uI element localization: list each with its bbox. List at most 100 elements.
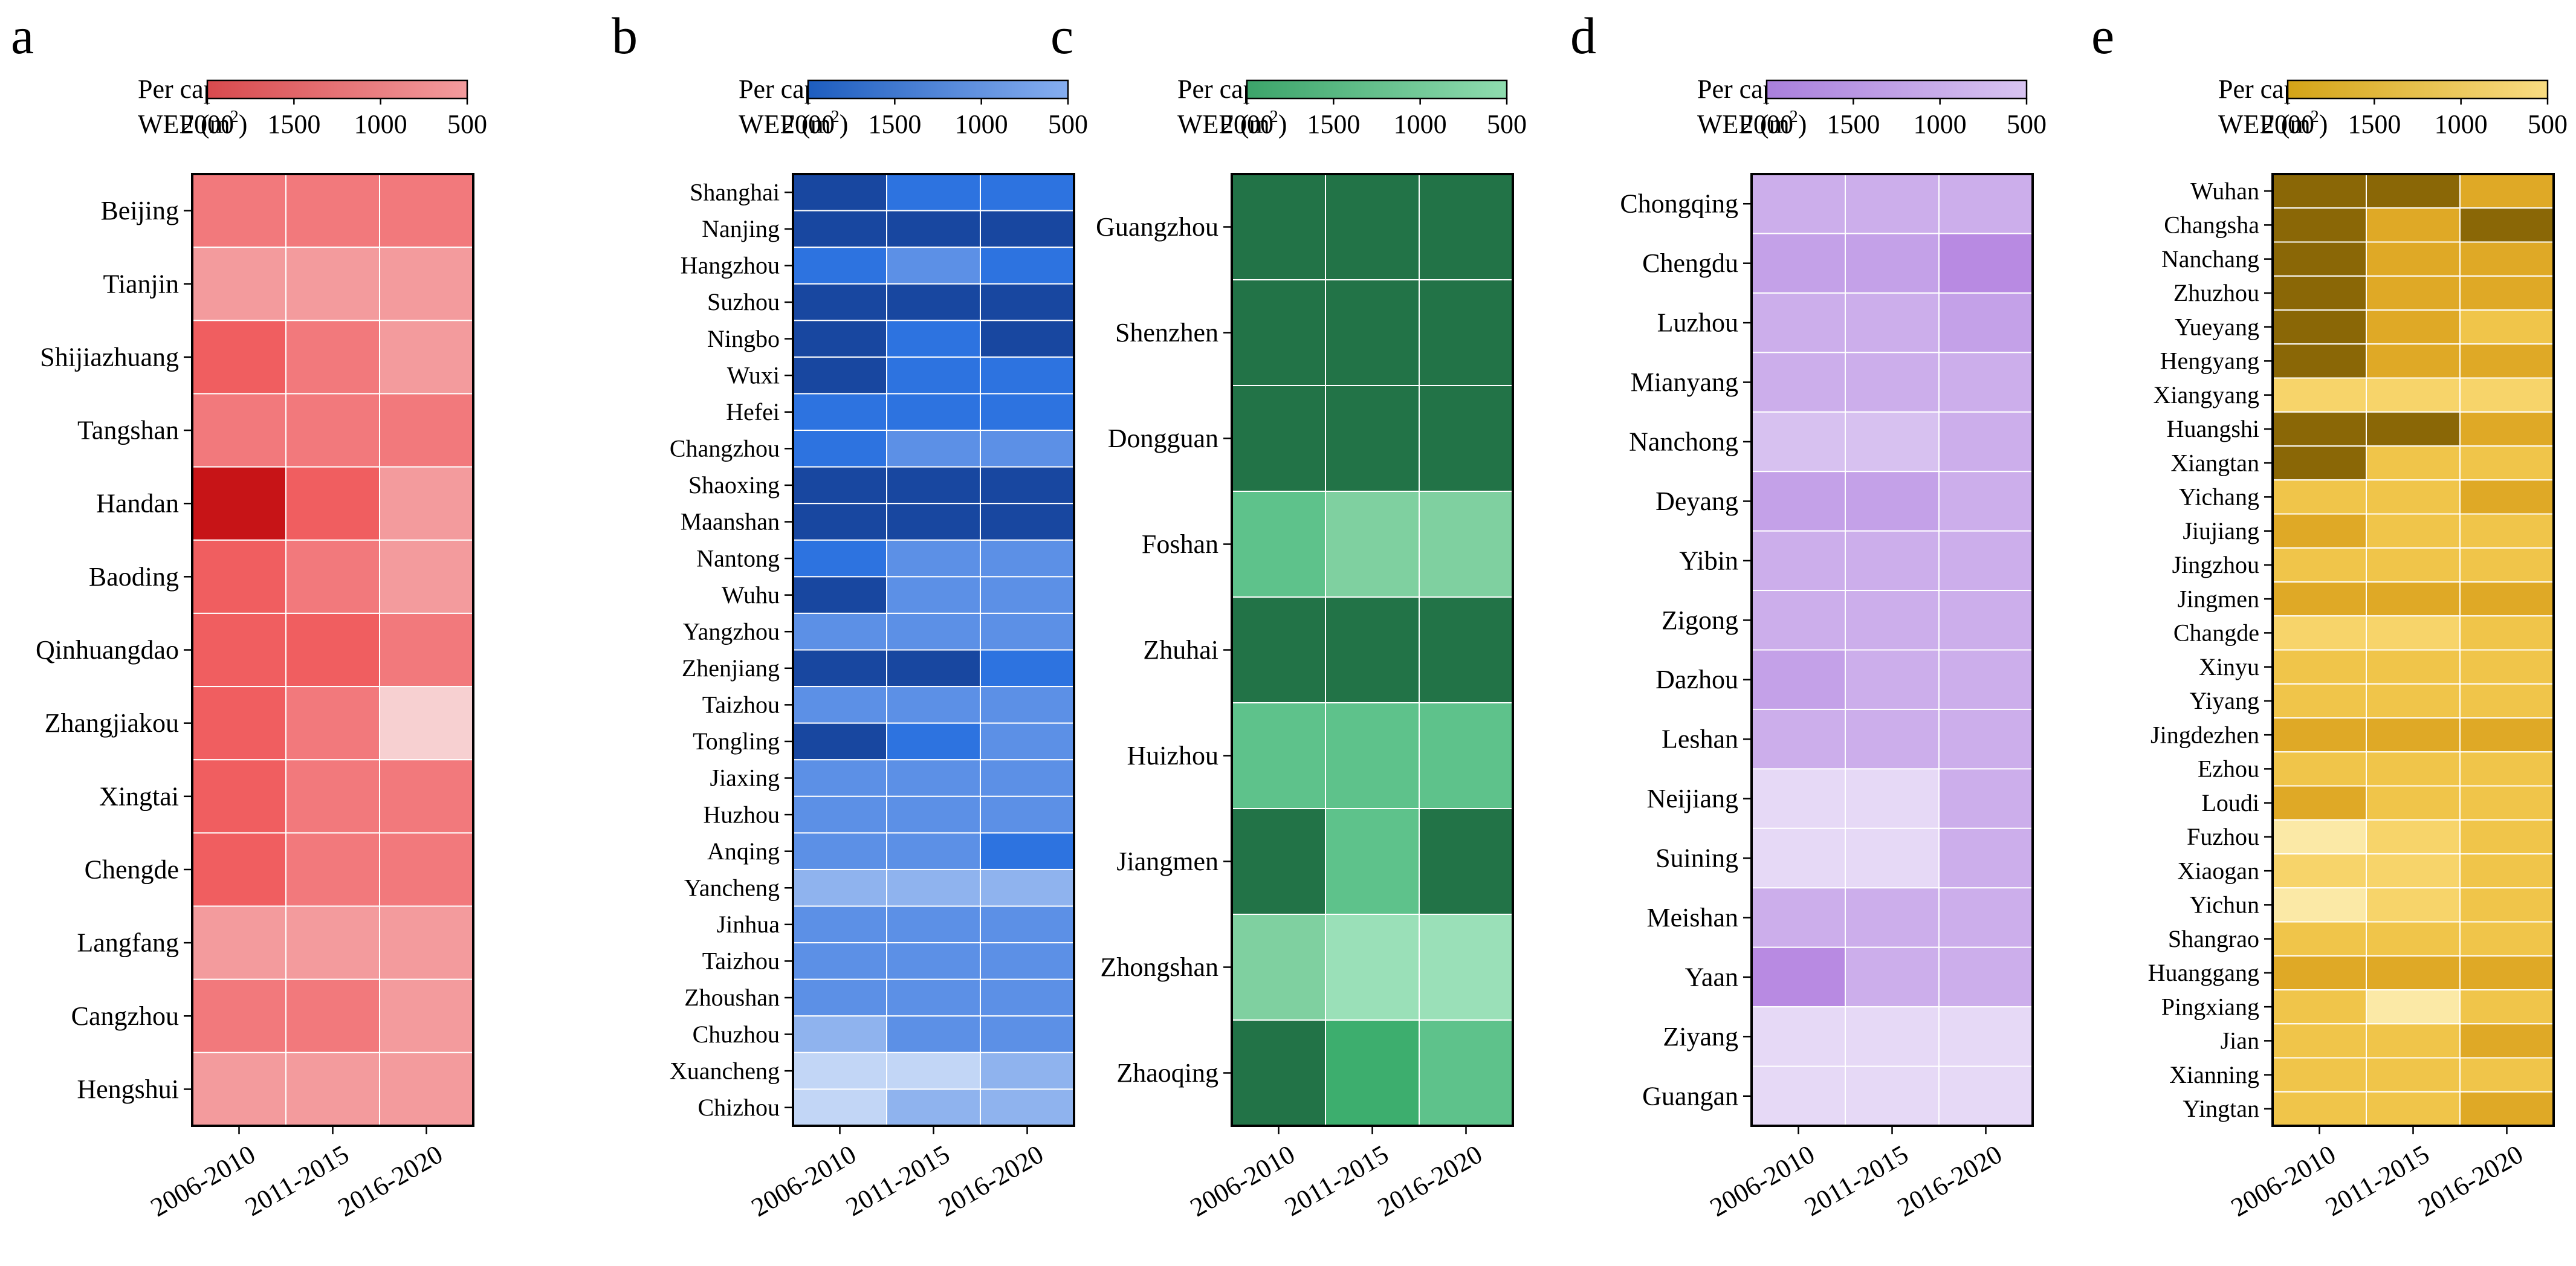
heatmap-cell xyxy=(2272,479,2367,515)
heatmap-cell xyxy=(1938,173,2033,234)
heatmap-cell xyxy=(792,393,887,431)
city-label: Mianyang xyxy=(1631,367,1738,397)
heatmap-cell xyxy=(379,539,474,614)
heatmap-cells xyxy=(792,173,1075,1127)
heatmap-cell xyxy=(2459,1057,2554,1093)
heatmap-cell xyxy=(192,832,286,907)
heatmap-cell xyxy=(1325,385,1420,492)
heatmap-cell xyxy=(2272,921,2367,957)
heatmap-cell xyxy=(2272,955,2367,990)
city-label: Hengshui xyxy=(77,1074,179,1104)
heatmap-cell xyxy=(792,686,887,724)
heatmap-cell xyxy=(792,210,887,248)
period-label: 2016-2020 xyxy=(2413,1139,2528,1222)
colorbar-tick-label: 1000 xyxy=(1394,109,1447,139)
city-label: Yibin xyxy=(1679,546,1738,575)
heatmap-cell xyxy=(2366,343,2461,379)
city-label: Changde xyxy=(2173,619,2259,647)
heatmap-cell xyxy=(792,356,887,395)
city-label: Luzhou xyxy=(1657,308,1738,338)
colorbar-tick-label: 2000 xyxy=(1740,109,1793,139)
heatmap-cell xyxy=(2272,887,2367,923)
heatmap-cell xyxy=(2459,377,2554,413)
city-label: Jinhua xyxy=(717,911,780,938)
heatmap-cell xyxy=(1325,279,1420,386)
city-label: Ningbo xyxy=(707,325,780,352)
city-label: Taizhou xyxy=(702,691,780,719)
heatmap-cell xyxy=(1751,1065,1846,1126)
heatmap-cell xyxy=(980,1015,1075,1053)
city-label: Guangan xyxy=(1642,1081,1738,1111)
city-label: Zhoushan xyxy=(684,984,780,1011)
heatmap-cell xyxy=(1845,292,1940,354)
heatmap-cell xyxy=(2459,1091,2554,1126)
heatmap-cell xyxy=(1938,887,2033,948)
city-label: Cangzhou xyxy=(71,1001,179,1031)
heatmap-cell xyxy=(980,393,1075,431)
heatmap-cell xyxy=(285,832,380,907)
heatmap-cells xyxy=(192,173,474,1127)
heatmap-cell xyxy=(2272,683,2367,719)
heatmap-cell xyxy=(2366,411,2461,447)
legend-title-line2: WEF (m2) xyxy=(739,108,848,139)
heatmap-cell xyxy=(886,649,981,688)
heatmap-cell xyxy=(1325,914,1420,1021)
heatmap-cell xyxy=(886,832,981,870)
heatmap-cell xyxy=(192,539,286,614)
heatmap-cell xyxy=(285,393,380,468)
city-label: Leshan xyxy=(1662,725,1738,754)
period-label: 2006-2010 xyxy=(146,1139,261,1222)
city-label: Shanghai xyxy=(690,178,780,205)
heatmap-cell xyxy=(2272,377,2367,413)
heatmap-cell xyxy=(379,393,474,468)
heatmap-cell xyxy=(2366,853,2461,889)
heatmap-cell xyxy=(379,686,474,761)
heatmap-cell xyxy=(1845,708,1940,770)
heatmap-cell xyxy=(1751,352,1846,413)
heatmap-cell xyxy=(1938,411,2033,473)
panel-label: e xyxy=(2091,7,2114,65)
heatmap-cell xyxy=(886,722,981,761)
heatmap-cell xyxy=(1231,279,1326,386)
heatmap-cell xyxy=(980,905,1075,944)
colorbar-tick-label: 1500 xyxy=(868,109,921,139)
heatmap-cell xyxy=(2366,207,2461,243)
city-label: Langfang xyxy=(77,928,179,958)
heatmap-cell xyxy=(886,868,981,907)
heatmap-cell xyxy=(792,832,887,870)
heatmap-cell xyxy=(2366,1023,2461,1059)
period-label: 2011-2015 xyxy=(240,1139,354,1222)
heatmap-cell xyxy=(1751,292,1846,354)
heatmap-cell xyxy=(980,466,1075,505)
period-label: 2016-2020 xyxy=(1373,1139,1487,1222)
heatmap-cell xyxy=(980,210,1075,248)
heatmap-cell xyxy=(1325,173,1420,280)
city-label: Handan xyxy=(96,489,179,518)
colorbar xyxy=(206,79,468,100)
heatmap-cell xyxy=(2272,615,2367,651)
city-label: Hangzhou xyxy=(681,252,780,279)
city-label: Huanggang xyxy=(2148,959,2259,986)
city-label: Chengdu xyxy=(1642,248,1738,278)
city-label: Jingmen xyxy=(2177,585,2259,612)
heatmap-cell xyxy=(285,466,380,541)
heatmap-cell xyxy=(1325,1019,1420,1126)
heatmap-cell xyxy=(192,1051,286,1127)
heatmap-cell xyxy=(1419,173,1513,280)
heatmap-cell xyxy=(886,430,981,468)
city-label: Suining xyxy=(1655,844,1738,873)
heatmap-cell xyxy=(2366,479,2461,515)
heatmap-cell xyxy=(886,1051,981,1090)
heatmap-cell xyxy=(980,576,1075,614)
heatmap-cell xyxy=(1751,411,1846,473)
heatmap-cell xyxy=(886,356,981,395)
heatmap-cell xyxy=(1231,596,1326,703)
heatmap-cell xyxy=(379,905,474,980)
period-label: 2016-2020 xyxy=(934,1139,1049,1222)
heatmap-cell xyxy=(886,173,981,212)
heatmap-cell xyxy=(1938,1006,2033,1067)
city-label: Jiujiang xyxy=(2183,517,2259,544)
heatmap-cell xyxy=(980,722,1075,761)
heatmap-cell xyxy=(980,942,1075,980)
